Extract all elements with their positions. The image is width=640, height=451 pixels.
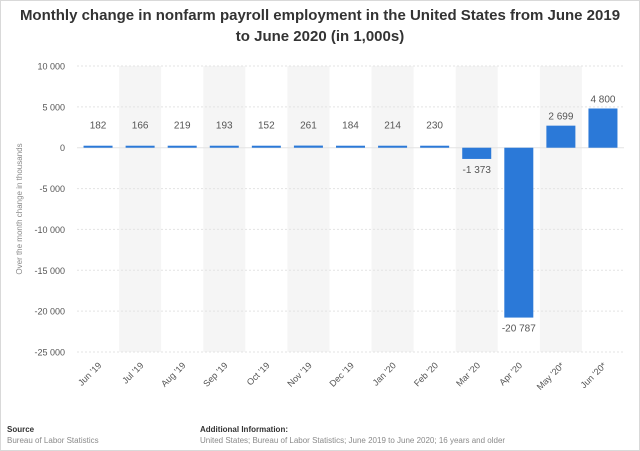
x-tick-label: Oct '19 (245, 360, 272, 387)
x-tick-label: Apr '20 (497, 360, 524, 387)
bar (378, 145, 408, 148)
bar (504, 147, 534, 318)
background-band (203, 66, 246, 352)
bar (336, 145, 365, 148)
additional-info-block: Additional Information: United States; B… (200, 424, 505, 446)
x-tick-label: Aug '19 (159, 360, 187, 388)
bar (83, 145, 113, 148)
data-label: -1 373 (463, 165, 492, 176)
y-tick-label: -15 000 (34, 266, 65, 276)
data-label: 182 (90, 121, 107, 132)
x-tick-label: Jan '20 (371, 360, 398, 387)
data-label: 166 (132, 121, 149, 132)
background-band (119, 66, 162, 352)
data-label: 219 (174, 121, 191, 132)
bar-chart: 10 000 5 000 0 -5 000 -10 000 -15 000 -20 000 -… (15, 62, 624, 392)
bar (462, 147, 492, 159)
additional-info-heading: Additional Information: (200, 425, 288, 434)
data-label: 152 (258, 121, 275, 132)
bar (293, 145, 323, 148)
y-tick-label: -5 000 (39, 184, 65, 194)
source-block: Source Bureau of Labor Statistics (7, 424, 99, 446)
bar (125, 145, 155, 148)
data-label: 2 699 (548, 112, 573, 123)
bar (251, 145, 281, 148)
y-tick-label: -20 000 (34, 307, 65, 317)
x-tick-label: Jun '19 (76, 360, 103, 387)
data-label: 214 (384, 121, 401, 132)
bar (420, 145, 450, 148)
background-band (287, 66, 330, 352)
x-tick-label: Sep '19 (201, 360, 229, 388)
y-tick-label: 5 000 (42, 102, 65, 112)
bar (546, 125, 576, 148)
bar (588, 108, 618, 148)
y-tick-label: -10 000 (34, 225, 65, 235)
bar (167, 145, 197, 148)
bar (209, 145, 239, 148)
chart-title-line-2: to June 2020 (in 1,000s) (235, 28, 405, 45)
data-label: 193 (216, 121, 233, 132)
data-label: -20 787 (502, 324, 536, 335)
x-tick-label: Feb '20 (412, 360, 440, 388)
chart-title-line-1: Monthly change in nonfarm payroll employ… (19, 7, 621, 24)
y-tick-label: -25 000 (34, 348, 65, 358)
y-tick-label: 0 (60, 143, 65, 153)
x-tick-label: Mar '20 (454, 360, 482, 388)
x-tick-label: Jul '19 (120, 360, 145, 385)
source-text: Bureau of Labor Statistics (7, 436, 99, 445)
data-label: 184 (342, 121, 359, 132)
background-band (455, 66, 498, 352)
data-label: 261 (300, 121, 317, 132)
y-axis-title: Over the month change in thousands (15, 143, 24, 274)
data-label: 230 (426, 121, 443, 132)
x-tick-label: Dec '19 (327, 360, 355, 388)
y-tick-label: 10 000 (37, 62, 65, 72)
x-tick-label: Nov '19 (285, 360, 313, 388)
additional-info-text: United States; Bureau of Labor Statistic… (200, 436, 506, 445)
data-label: 4 800 (590, 94, 615, 105)
x-tick-label: May '20* (535, 360, 567, 392)
background-band (371, 66, 414, 352)
background-band (539, 66, 582, 352)
source-heading: Source (7, 425, 35, 434)
x-tick-label: Jun '20* (579, 360, 609, 390)
chart-title: Monthly change in nonfarm payroll employ… (0, 5, 640, 47)
